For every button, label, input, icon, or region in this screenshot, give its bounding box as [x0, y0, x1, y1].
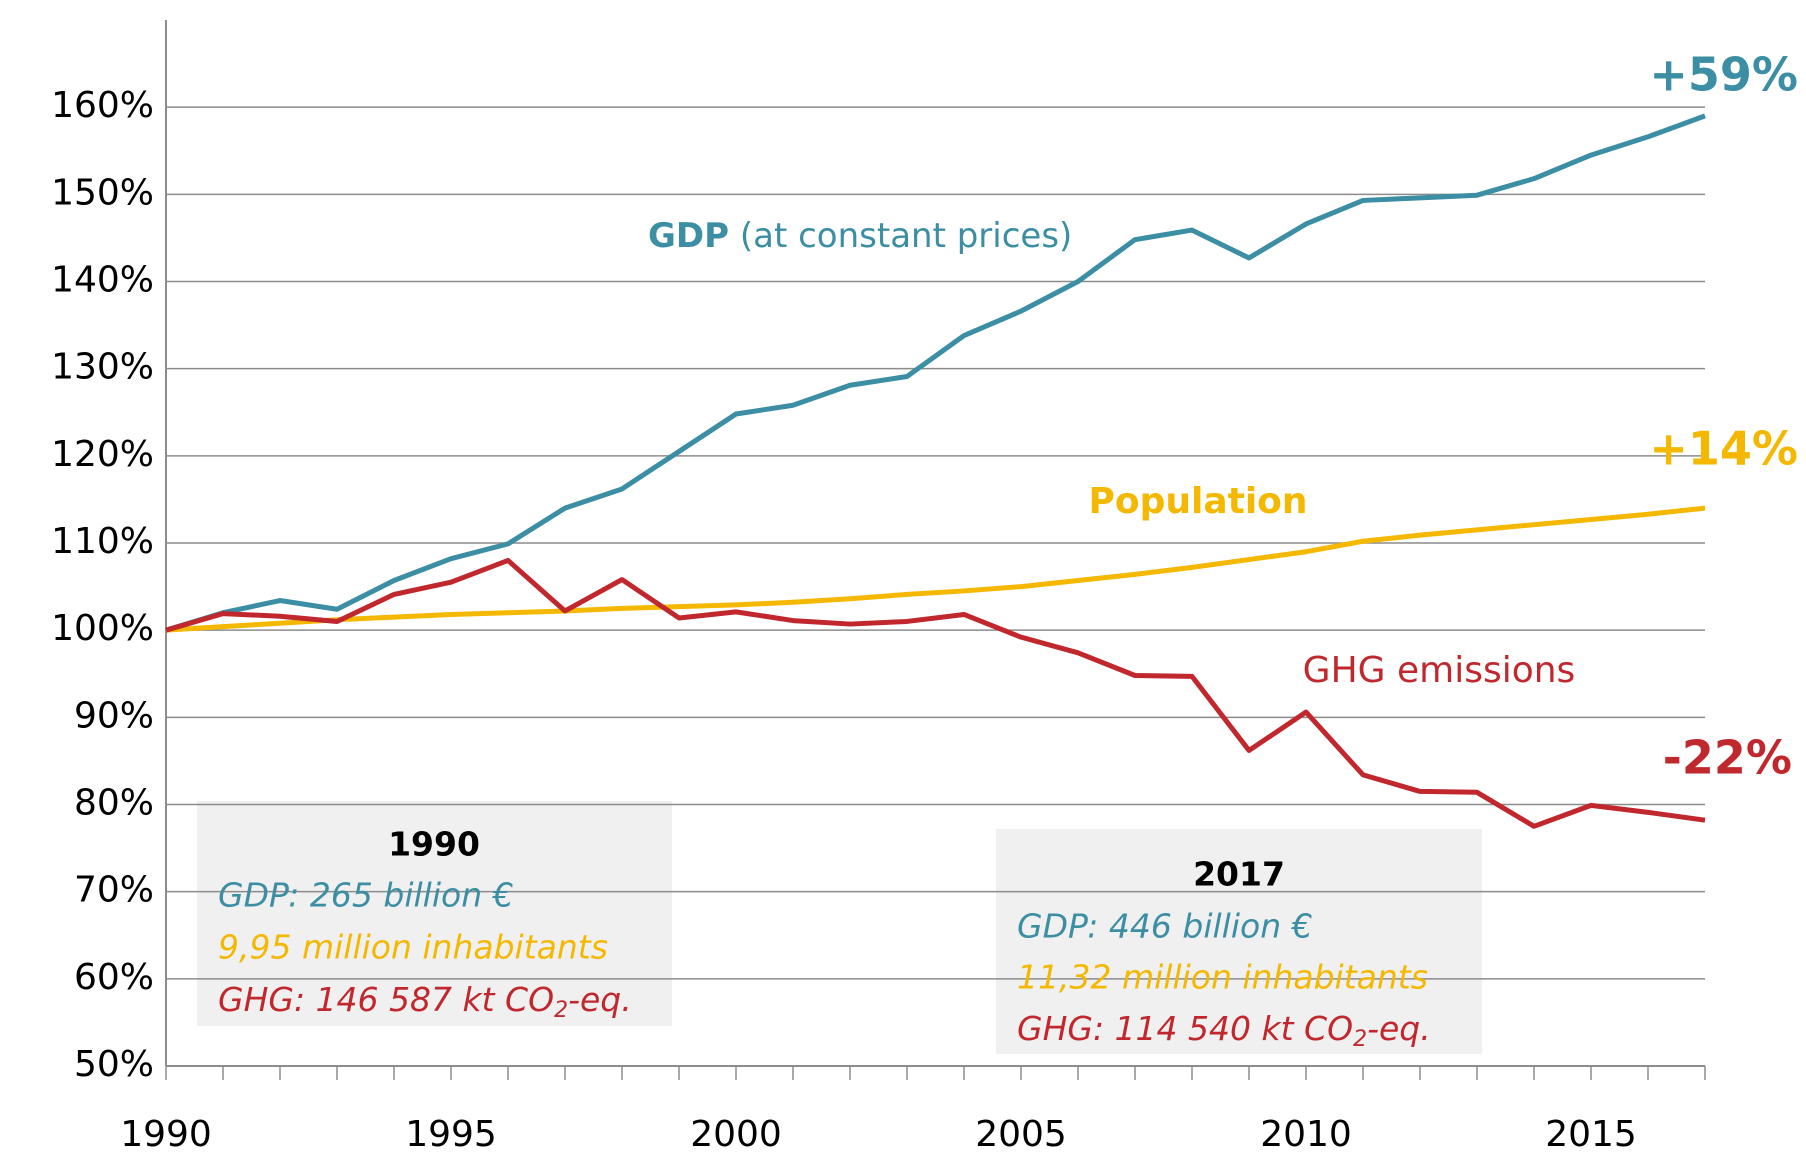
info-box-1990 [197, 801, 672, 1026]
box-title: 1990 [388, 825, 480, 864]
y-tick-label: 50% [74, 1044, 154, 1085]
series-line [165, 557, 1706, 829]
ghg-text: GHG: 146 587 kt CO [218, 980, 554, 1019]
gdp-label: GDP (at constant prices) [648, 216, 1072, 256]
x-tick-label: 2015 [1545, 1114, 1637, 1155]
x-tick-label: 2010 [1260, 1114, 1352, 1155]
x-tick-label: 1990 [120, 1114, 212, 1155]
lines [165, 113, 1706, 829]
series-line [165, 505, 1706, 633]
y-tick-label: 70% [74, 870, 154, 911]
box-ghg: GHG: 114 540 kt CO2-eq. [1017, 1009, 1431, 1053]
box-population: 11,32 million inhabitants [1017, 958, 1428, 997]
box-population: 9,95 million inhabitants [218, 928, 608, 967]
series-line [165, 113, 1706, 633]
ghg-text: -eq. [568, 980, 632, 1019]
series-name: GHG emissions [1303, 650, 1576, 691]
ghg-text: -eq. [1367, 1009, 1431, 1048]
grid [165, 20, 1706, 1080]
y-tick-label: 80% [74, 783, 154, 824]
y-tick-label: 130% [51, 347, 154, 388]
y-tick-label: 160% [51, 85, 154, 126]
info-box-2017 [996, 829, 1482, 1054]
y-tick-label: 90% [74, 695, 154, 736]
gdp-note: (at constant prices) [740, 216, 1072, 256]
ghg-text: GHG: 114 540 kt CO [1017, 1009, 1353, 1048]
x-tick-label: 2000 [690, 1114, 782, 1155]
gdp-change: +59% [1649, 48, 1798, 102]
population-change: +14% [1649, 422, 1798, 476]
series-name: Population [1088, 481, 1307, 522]
x-tick-label: 2005 [975, 1114, 1067, 1155]
box-title: 2017 [1193, 855, 1285, 894]
box-gdp: GDP: 265 billion € [218, 876, 514, 915]
y-tick-label: 150% [51, 172, 154, 213]
series-name: GDP [648, 216, 729, 256]
y-tick-label: 100% [51, 608, 154, 649]
subscript: 2 [1353, 1027, 1367, 1052]
ghg-change: -22% [1663, 731, 1792, 785]
y-tick-label: 120% [51, 434, 154, 475]
y-tick-label: 60% [74, 957, 154, 998]
box-ghg: GHG: 146 587 kt CO2-eq. [218, 980, 632, 1024]
y-tick-label: 110% [51, 521, 154, 562]
y-tick-label: 140% [51, 260, 154, 301]
box-gdp: GDP: 446 billion € [1017, 907, 1313, 946]
x-tick-label: 1995 [405, 1114, 497, 1155]
subscript: 2 [554, 998, 568, 1023]
